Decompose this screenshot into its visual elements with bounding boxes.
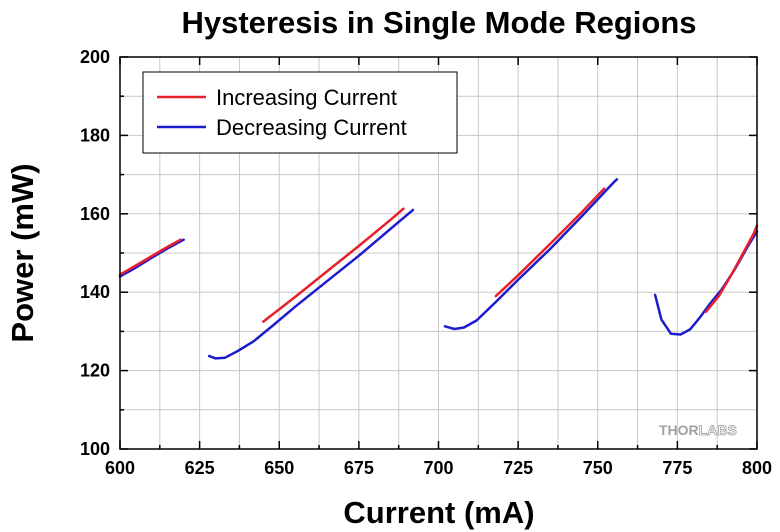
plot-series [118, 178, 759, 360]
y-tick-label: 180 [80, 125, 110, 145]
y-tick-labels: 100 120 140 160 180 200 [80, 47, 110, 459]
y-tick-label: 160 [80, 204, 110, 224]
legend-label-decreasing: Decreasing Current [216, 115, 407, 140]
x-tick-label: 800 [742, 458, 772, 478]
x-axis-title: Current (mA) [343, 495, 534, 530]
watermark-labs: LABS [699, 422, 737, 438]
x-tick-label: 750 [583, 458, 613, 478]
x-tick-label: 675 [344, 458, 374, 478]
y-tick-label: 200 [80, 47, 110, 67]
decreasing-current-line-2 [207, 208, 415, 360]
legend: Increasing Current Decreasing Current [142, 71, 458, 154]
thorlabs-watermark: THORLABS [659, 422, 737, 439]
decreasing-current-line-4 [653, 230, 759, 336]
y-axis-title: Power (mW) [5, 163, 40, 342]
x-tick-labels: 600 625 650 675 700 725 750 775 800 [105, 458, 772, 478]
legend-box [142, 71, 458, 154]
increasing-current-line-2 [262, 207, 405, 323]
watermark-thor: THORLABS [659, 422, 737, 438]
legend-label-increasing: Increasing Current [216, 85, 397, 110]
x-tick-label: 650 [264, 458, 294, 478]
x-tick-label: 725 [503, 458, 533, 478]
decreasing-current-line-1 [118, 238, 185, 278]
x-tick-label: 700 [423, 458, 453, 478]
increasing-current-line-3 [494, 187, 606, 298]
increasing-current-line-1 [118, 238, 182, 276]
y-tick-label: 140 [80, 282, 110, 302]
decreasing-current-line-3 [443, 178, 619, 331]
y-tick-label: 100 [80, 439, 110, 459]
y-tick-label: 120 [80, 361, 110, 381]
x-tick-label: 600 [105, 458, 135, 478]
increasing-current-line-4 [704, 224, 759, 314]
axis-ticks [119, 56, 758, 450]
x-tick-label: 625 [185, 458, 215, 478]
chart-title: Hysteresis in Single Mode Regions [181, 5, 696, 40]
x-tick-label: 775 [662, 458, 692, 478]
